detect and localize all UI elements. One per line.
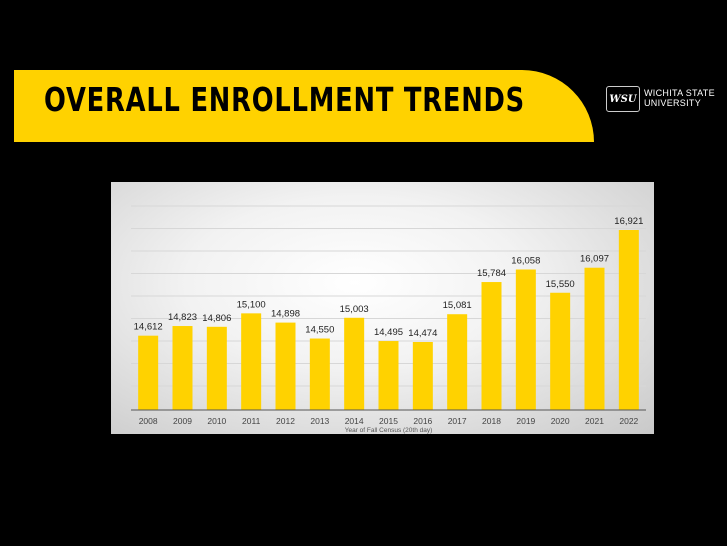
university-logo: WSU WICHITA STATE UNIVERSITY [606, 86, 716, 112]
x-tick-label: 2016 [413, 416, 432, 426]
chart-bar [138, 335, 159, 410]
page-title: OVERALL ENROLLMENT TRENDS [44, 80, 526, 119]
x-tick-label: 2015 [379, 416, 398, 426]
bar-data-label: 16,058 [511, 255, 540, 266]
chart-bar [378, 341, 399, 410]
x-tick-label: 2018 [482, 416, 501, 426]
x-tick-label: 2008 [139, 416, 158, 426]
bar-data-label: 14,823 [168, 312, 197, 323]
logo-mark-text: WSU [609, 94, 637, 105]
x-tick-label: 2009 [173, 416, 192, 426]
bar-data-label: 16,921 [614, 216, 643, 227]
chart-bar [172, 326, 193, 410]
bar-data-label: 15,784 [477, 268, 506, 279]
chart-bar [241, 313, 262, 410]
chart-bar [412, 342, 433, 410]
enrollment-bar-chart: 14,612 2008 14,823 2009 14,806 2010 15,100 2011… [131, 205, 646, 434]
chart-bar [309, 338, 330, 410]
bar-data-label: 15,100 [237, 299, 266, 310]
chart-bar [206, 326, 227, 410]
chart-bar [481, 282, 502, 410]
x-tick-label: 2014 [345, 416, 364, 426]
enrollment-chart-panel: 14,612 2008 14,823 2009 14,806 2010 15,100 2011… [111, 182, 654, 434]
chart-bar [618, 230, 639, 410]
bar-data-label: 14,474 [408, 328, 437, 339]
chart-bar [550, 292, 571, 410]
x-tick-label: 2012 [276, 416, 295, 426]
chart-bar [515, 269, 536, 410]
bar-data-label: 16,097 [580, 254, 609, 265]
x-axis-label: Year of Fall Census (20th day) [345, 427, 433, 434]
bar-data-label: 15,550 [546, 279, 575, 290]
x-tick-label: 2021 [585, 416, 604, 426]
bar-data-label: 15,003 [340, 304, 369, 315]
x-tick-label: 2022 [619, 416, 638, 426]
chart-bar [584, 267, 605, 410]
title-banner: OVERALL ENROLLMENT TRENDS [14, 70, 594, 142]
bar-data-label: 14,550 [305, 325, 334, 336]
chart-bar [447, 314, 468, 410]
x-tick-label: 2013 [310, 416, 329, 426]
logo-line-2: UNIVERSITY [644, 98, 702, 108]
logo-wordmark: WICHITA STATE UNIVERSITY [644, 88, 715, 108]
x-tick-label: 2010 [207, 416, 226, 426]
x-tick-label: 2019 [516, 416, 535, 426]
chart-bar [344, 317, 365, 410]
bar-data-label: 14,495 [374, 327, 403, 338]
bar-data-label: 15,081 [443, 300, 472, 311]
logo-line-1: WICHITA STATE [644, 88, 715, 98]
x-tick-label: 2017 [448, 416, 467, 426]
bar-data-label: 14,612 [134, 322, 163, 333]
x-tick-label: 2020 [551, 416, 570, 426]
chart-bar [275, 322, 296, 410]
bar-data-label: 14,806 [202, 313, 231, 324]
x-tick-label: 2011 [242, 416, 261, 426]
wsu-logo-icon: WSU [606, 86, 640, 112]
bar-data-label: 14,898 [271, 309, 300, 320]
